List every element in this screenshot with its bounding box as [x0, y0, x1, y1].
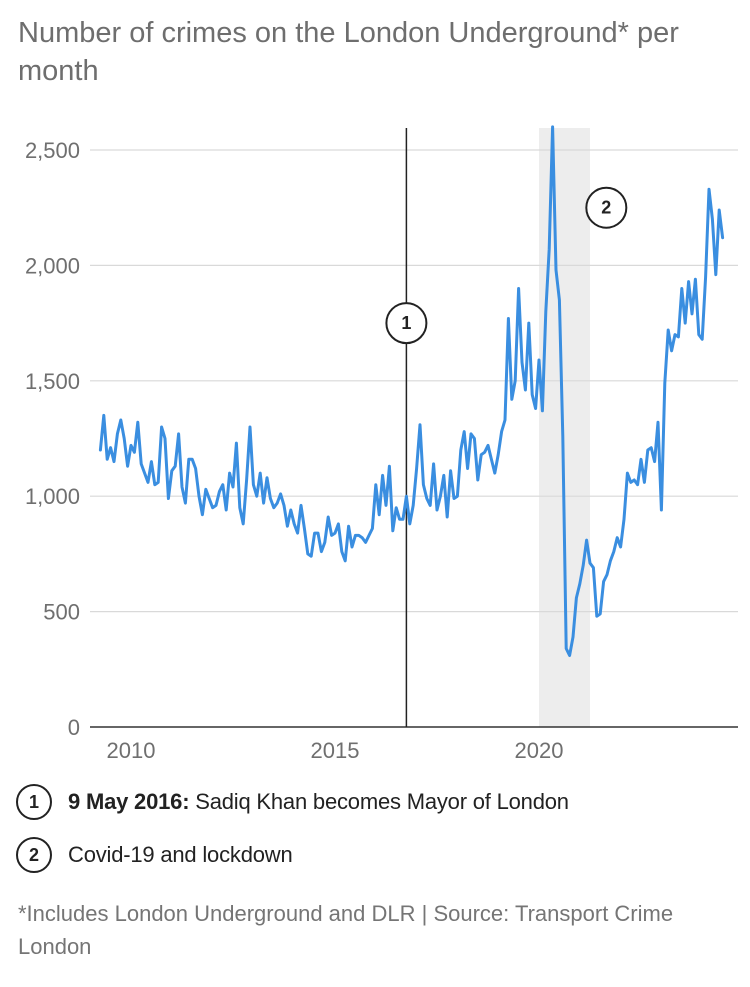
x-tick-label: 2020 — [515, 738, 564, 763]
annotation-text-1: 9 May 2016: Sadiq Khan becomes Mayor of … — [68, 789, 569, 815]
covid-shaded-band-layer — [539, 128, 590, 727]
gridlines — [90, 149, 738, 728]
annotation-date: 9 May 2016: — [68, 789, 190, 814]
annotation-marker-1-label: 1 — [401, 313, 411, 333]
annotation-marker-2 — [585, 186, 628, 229]
annotation-badge-2: 2 — [16, 837, 52, 873]
annotation-marker-2-label: 2 — [601, 198, 611, 218]
y-tick-label: 2,000 — [25, 253, 80, 278]
y-tick-label: 1,000 — [25, 484, 80, 509]
y-axis-ticks: 0 500 1,000 1,500 2,000 2,500 — [25, 138, 80, 740]
annotation-markers: 12 — [385, 186, 628, 345]
annotation-text-2: Covid-19 and lockdown — [68, 842, 293, 867]
annotation-badge-1: 1 — [16, 784, 52, 820]
x-tick-label: 2015 — [311, 738, 360, 763]
x-tick-label: 2010 — [107, 738, 156, 763]
y-tick-label: 0 — [68, 715, 80, 740]
annotation-marker-1 — [385, 302, 428, 345]
y-tick-label: 500 — [43, 600, 80, 625]
series-line-crimes — [98, 125, 725, 657]
annotation-note-1: 1 9 May 2016: Sadiq Khan becomes Mayor o… — [16, 780, 736, 824]
series-layer — [98, 125, 725, 657]
annotation-note-2: 2 Covid-19 and lockdown — [16, 833, 736, 877]
chart-title: Number of crimes on the London Undergrou… — [18, 17, 679, 87]
source-footnote: *Includes London Underground and DLR | S… — [18, 901, 674, 959]
x-axis-ticks: 2010 2015 2020 — [107, 738, 564, 763]
covid-shaded-band — [539, 128, 590, 727]
annotation-legend: 1 9 May 2016: Sadiq Khan becomes Mayor o… — [16, 780, 736, 886]
annotation-description-1: Sadiq Khan becomes Mayor of London — [189, 789, 569, 814]
y-tick-label: 1,500 — [25, 369, 80, 394]
y-tick-label: 2,500 — [25, 138, 80, 163]
